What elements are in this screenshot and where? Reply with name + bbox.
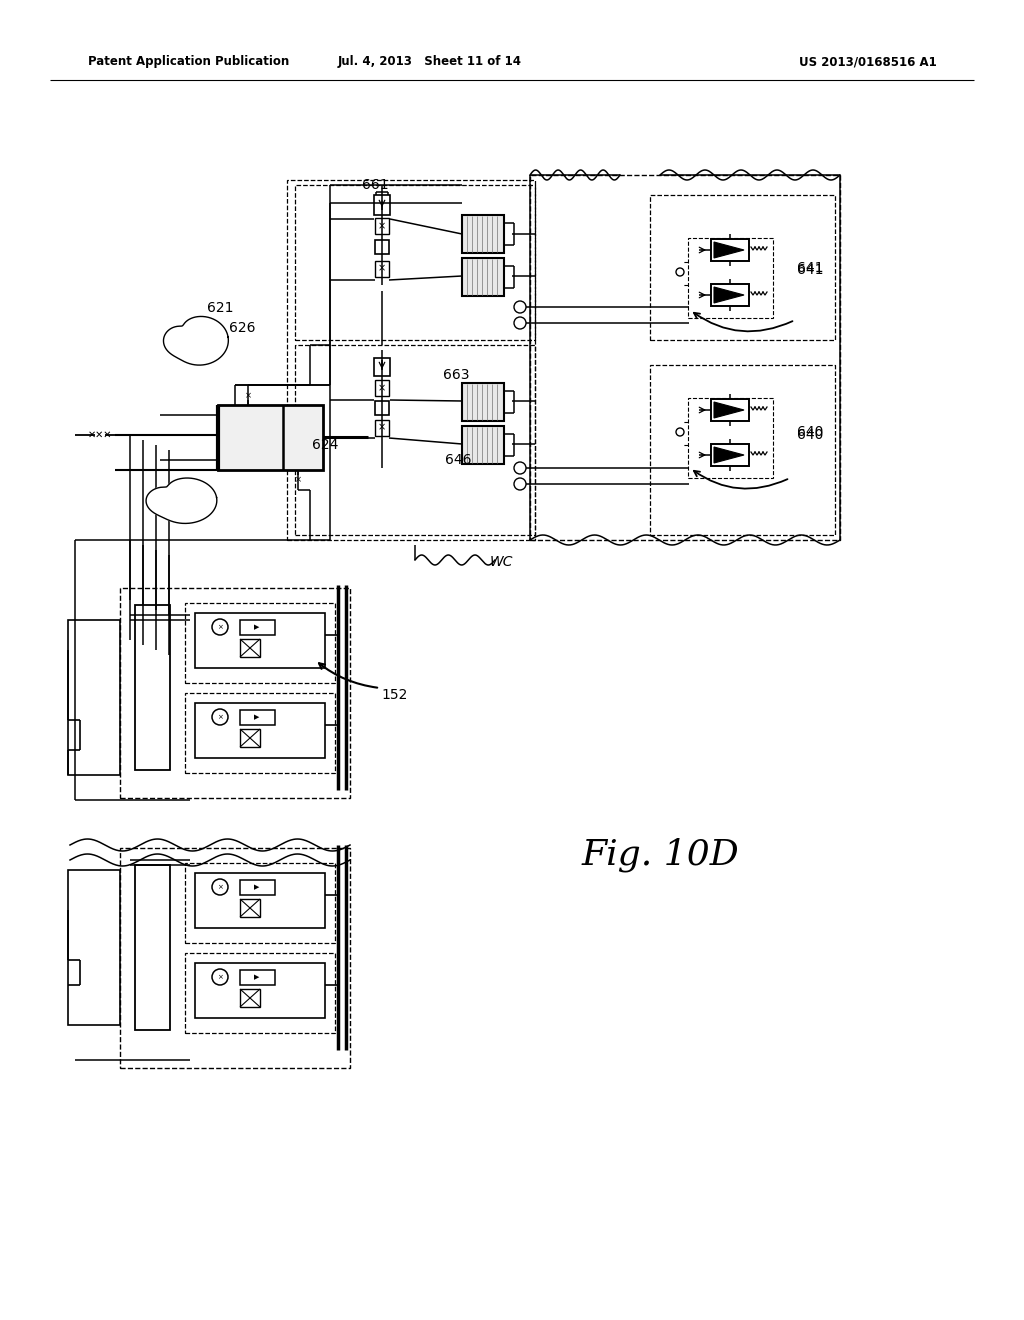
Bar	[688, 238, 773, 318]
Bar	[195, 964, 325, 1018]
Bar	[185, 693, 335, 774]
Text: 640: 640	[797, 425, 823, 440]
Bar	[218, 405, 323, 470]
Bar	[195, 873, 325, 928]
Text: Fig. 10D: Fig. 10D	[582, 838, 739, 873]
Text: ×: ×	[378, 422, 386, 432]
Bar	[185, 603, 335, 682]
Text: 626: 626	[228, 321, 255, 335]
Text: 641: 641	[797, 263, 823, 277]
Bar	[530, 176, 840, 540]
Bar	[295, 185, 535, 341]
Bar	[688, 399, 773, 478]
Text: ▶: ▶	[254, 624, 260, 630]
Text: 646: 646	[444, 453, 471, 467]
Bar	[650, 366, 835, 535]
Bar	[185, 953, 335, 1034]
Bar	[120, 847, 350, 1068]
Text: 640: 640	[797, 428, 823, 442]
Bar	[240, 729, 260, 747]
Polygon shape	[714, 286, 744, 304]
Text: ×: ×	[217, 624, 223, 630]
Bar	[68, 620, 120, 775]
Bar	[462, 426, 504, 465]
Bar	[462, 257, 504, 296]
Text: ×: ×	[217, 714, 223, 719]
Text: ▶: ▶	[254, 884, 260, 890]
Polygon shape	[146, 478, 217, 524]
Text: 621: 621	[207, 301, 233, 315]
Bar	[711, 444, 749, 466]
Polygon shape	[714, 242, 744, 257]
Bar	[287, 180, 535, 540]
Text: ▶: ▶	[254, 974, 260, 979]
Bar	[374, 195, 390, 215]
Text: 641: 641	[797, 261, 823, 275]
Text: ×: ×	[378, 263, 386, 273]
Bar	[375, 420, 389, 436]
Text: 663: 663	[442, 368, 469, 381]
Bar	[711, 399, 749, 421]
Text: ×: ×	[245, 391, 252, 400]
Text: Patent Application Publication: Patent Application Publication	[88, 55, 289, 69]
Text: ×: ×	[217, 974, 223, 979]
Text: 152: 152	[382, 688, 409, 702]
Bar	[240, 620, 275, 635]
Bar	[240, 899, 260, 917]
Bar	[711, 284, 749, 306]
Bar	[375, 261, 389, 277]
Text: WC: WC	[490, 554, 513, 569]
Bar	[135, 605, 170, 770]
Polygon shape	[714, 403, 744, 418]
Text: ▶: ▶	[254, 714, 260, 719]
Bar	[375, 380, 389, 396]
Polygon shape	[714, 447, 744, 463]
Text: ×: ×	[378, 220, 386, 231]
Text: US 2013/0168516 A1: US 2013/0168516 A1	[799, 55, 937, 69]
Text: ×: ×	[217, 884, 223, 890]
Bar	[462, 215, 504, 253]
Text: ×: ×	[295, 475, 301, 484]
Polygon shape	[164, 317, 228, 366]
Text: 661: 661	[361, 178, 388, 191]
Bar	[374, 358, 390, 376]
Bar	[240, 970, 275, 985]
Text: 624: 624	[312, 438, 338, 451]
Bar	[240, 710, 275, 725]
Bar	[135, 865, 170, 1030]
Bar	[375, 218, 389, 234]
Bar	[120, 587, 350, 799]
Bar	[240, 639, 260, 657]
Text: ×: ×	[378, 383, 386, 393]
Bar	[240, 880, 275, 895]
Bar	[185, 863, 335, 942]
Bar	[195, 704, 325, 758]
Bar	[68, 870, 120, 1026]
Bar	[195, 612, 325, 668]
Bar	[295, 345, 535, 535]
Bar	[711, 239, 749, 261]
Bar	[240, 989, 260, 1007]
Bar	[462, 383, 504, 421]
Bar	[650, 195, 835, 341]
Text: ✕✕✕: ✕✕✕	[88, 430, 113, 440]
Text: Jul. 4, 2013   Sheet 11 of 14: Jul. 4, 2013 Sheet 11 of 14	[338, 55, 522, 69]
